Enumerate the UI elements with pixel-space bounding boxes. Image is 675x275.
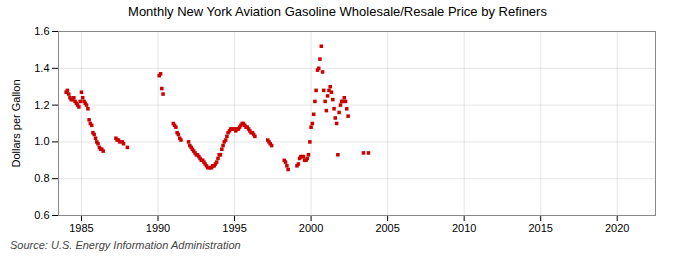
svg-text:1990: 1990 bbox=[146, 222, 170, 234]
svg-text:2010: 2010 bbox=[452, 222, 476, 234]
html-text:Source: U.S. Energy Informatio: Source: U.S. Energy Information Administ… bbox=[10, 239, 241, 251]
svg-text:0.6: 0.6 bbox=[34, 209, 49, 221]
svg-text:2015: 2015 bbox=[528, 222, 552, 234]
svg-text:1.4: 1.4 bbox=[34, 62, 49, 74]
svg-text:1.2: 1.2 bbox=[34, 99, 49, 111]
svg-text:2005: 2005 bbox=[375, 222, 399, 234]
svg-text:Dollars per Gallon: Dollars per Gallon bbox=[10, 79, 22, 167]
html-text:Monthly New York Aviation Gaso: Monthly New York Aviation Gasoline Whole… bbox=[128, 4, 547, 19]
svg-text:0.8: 0.8 bbox=[34, 172, 49, 184]
svg-text:1.6: 1.6 bbox=[34, 25, 49, 37]
svg-text:2020: 2020 bbox=[605, 222, 629, 234]
svg-text:2000: 2000 bbox=[299, 222, 323, 234]
svg-text:1985: 1985 bbox=[69, 222, 93, 234]
svg-text:1.0: 1.0 bbox=[34, 135, 49, 147]
svg-text:1995: 1995 bbox=[222, 222, 246, 234]
